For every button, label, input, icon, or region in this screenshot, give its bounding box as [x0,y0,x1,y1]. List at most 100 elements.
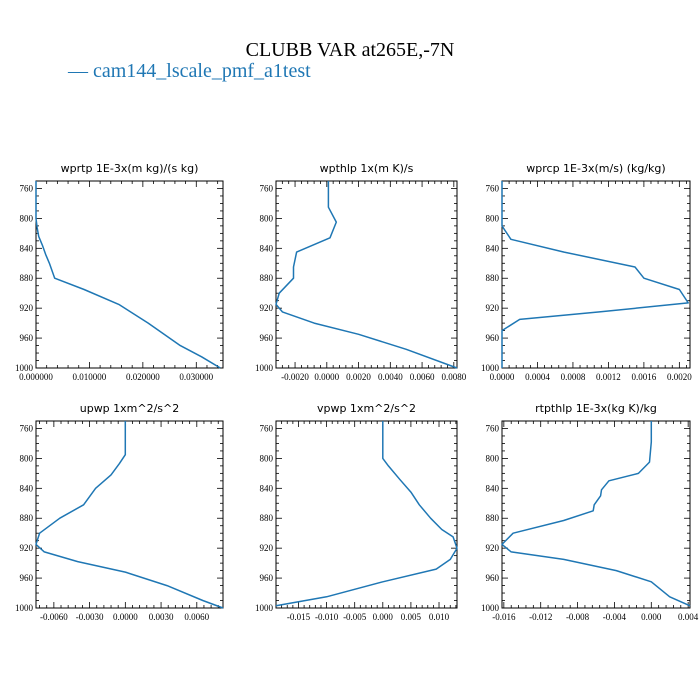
y-tick-label: 800 [20,453,34,463]
y-tick-label: 920 [260,543,274,553]
y-tick-label: 760 [20,183,34,193]
y-tick-label: 880 [486,513,500,523]
y-tick-label: 800 [260,453,274,463]
y-tick-label: 880 [260,273,274,283]
y-tick-label: 960 [260,333,274,343]
plot-frame [35,180,224,369]
y-tick-label: 800 [260,213,274,223]
plot-frame [35,420,224,609]
x-tick-label: 0.000000 [19,372,53,382]
plot-frame [275,180,458,369]
x-tick-label: -0.015 [287,612,311,622]
x-tick-label: -0.0020 [281,372,309,382]
y-tick-label: 1000 [481,363,500,373]
x-tick-label: -0.012 [529,612,552,622]
panel-6: rtpthlp 1E-3x(kg K)/kg 760 800 840 880 920 960… [481,402,699,622]
x-tick-label: -0.0030 [76,612,104,622]
x-tick-label: 0.0060 [410,372,435,382]
y-tick-label: 960 [260,573,274,583]
panel-2: wpthlp 1x(m K)/s 760 800 840 880 920 960 1000 -0… [255,162,467,382]
series-line [35,421,224,609]
series-line [501,181,689,368]
y-tick-label: 840 [260,243,274,253]
panel-title: vpwp 1xm^2/s^2 [317,402,416,415]
y-tick-label: 840 [486,483,500,493]
y-tick-label: 840 [260,483,274,493]
y-tick-label: 880 [20,273,34,283]
panel-1: wprtp 1E-3x(m kg)/(s kg) 760 800 840 880 920 9… [15,162,224,382]
y-tick-label: 840 [486,243,500,253]
x-tick-label: 0.0020 [346,372,371,382]
x-tick-label: 0.000 [641,612,662,622]
x-tick-label: 0.004 [678,612,699,622]
plot-frame [501,180,691,369]
y-tick-label: 880 [20,513,34,523]
x-tick-label: 0.0008 [561,372,586,382]
x-tick-label: 0.0040 [378,372,403,382]
y-tick-label: 760 [260,423,274,433]
y-tick-label: 1000 [15,363,34,373]
x-tick-label: 0.005 [401,612,422,622]
x-tick-label: 0.010000 [73,372,107,382]
y-tick-label: 800 [20,213,34,223]
panel-title: upwp 1xm^2/s^2 [80,402,180,415]
y-tick-label: 880 [486,273,500,283]
panel-title: wpthlp 1x(m K)/s [320,162,414,175]
x-tick-label: 0.0030 [149,612,174,622]
x-tick-label: 0.000 [373,612,394,622]
panels: wprtp 1E-3x(m kg)/(s kg) 760 800 840 880 920 9… [15,162,699,622]
panel-3: wprcp 1E-3x(m/s) (kg/kg) 760 800 840 880 920 9… [481,162,692,382]
x-tick-label: 0.0080 [441,372,466,382]
y-tick-label: 760 [260,183,274,193]
x-tick-label: 0.0012 [596,372,621,382]
y-tick-label: 800 [486,213,500,223]
y-tick-label: 1000 [15,603,34,613]
y-tick-label: 840 [20,243,34,253]
figure-title: CLUBB VAR at265E,-7N [246,39,455,61]
y-tick-label: 1000 [255,363,274,373]
x-tick-label: -0.008 [566,612,590,622]
x-tick-label: 0.020000 [126,372,160,382]
x-tick-label: 0.0000 [314,372,339,382]
panel-5: vpwp 1xm^2/s^2 760 800 840 880 920 960 1000 -0.0… [255,402,458,622]
y-tick-label: 960 [486,573,500,583]
series-line [501,421,691,607]
y-tick-label: 920 [486,303,500,313]
panel-title: wprcp 1E-3x(m/s) (kg/kg) [526,162,665,175]
x-tick-label: -0.005 [343,612,367,622]
x-tick-label: 0.030000 [179,372,213,382]
y-tick-label: 960 [20,573,34,583]
y-tick-label: 840 [20,483,34,493]
plot-frame [275,420,458,609]
x-tick-label: 0.0060 [184,612,209,622]
y-tick-label: 760 [486,423,500,433]
x-tick-label: 0.0016 [632,372,657,382]
y-tick-label: 1000 [481,603,500,613]
y-tick-label: 920 [20,543,34,553]
y-tick-label: 920 [20,303,34,313]
x-tick-label: 0.010 [429,612,450,622]
x-tick-label: 0.0004 [525,372,550,382]
plot-frame [501,420,691,609]
panel-title: rtpthlp 1E-3x(kg K)/kg [535,402,657,415]
y-tick-label: 920 [486,543,500,553]
series-line [275,421,458,607]
x-tick-label: -0.0060 [40,612,68,622]
x-tick-label: 0.0000 [113,612,138,622]
panel-4: upwp 1xm^2/s^2 760 800 840 880 920 960 1000 -0.0… [15,402,224,622]
x-tick-label: -0.010 [315,612,339,622]
y-tick-label: 920 [260,303,274,313]
y-tick-label: 760 [20,423,34,433]
y-tick-label: 960 [486,333,500,343]
y-tick-label: 800 [486,453,500,463]
x-tick-label: 0.0020 [667,372,692,382]
y-tick-label: 1000 [255,603,274,613]
x-tick-label: 0.0000 [490,372,515,382]
series-line [275,181,458,369]
panel-title: wprtp 1E-3x(m kg)/(s kg) [61,162,199,175]
y-tick-label: 760 [486,183,500,193]
y-tick-label: 960 [20,333,34,343]
y-tick-label: 880 [260,513,274,523]
legend-entry: — cam144_lscale_pmf_a1test [67,60,311,82]
